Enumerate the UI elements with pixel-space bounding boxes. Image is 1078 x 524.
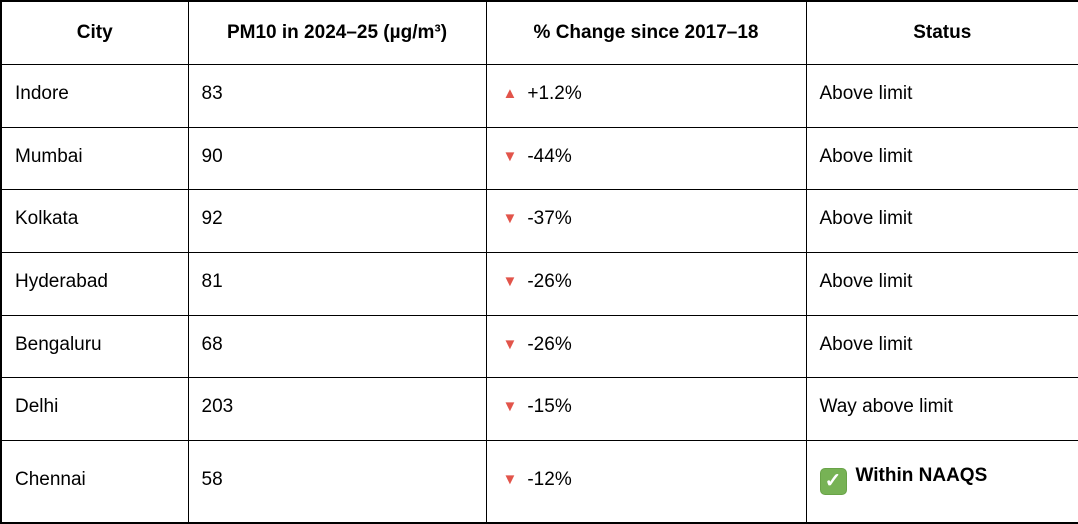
pm10-cell: 81 bbox=[187, 252, 487, 316]
change-cell: ▲ +1.2% bbox=[485, 64, 807, 128]
check-icon: ✓ bbox=[819, 467, 847, 495]
change-value: +1.2% bbox=[527, 82, 582, 104]
pm10-cell: 92 bbox=[187, 189, 487, 254]
change-cell: ▼ -26% bbox=[485, 314, 807, 379]
status-label: Within NAAQS bbox=[855, 464, 988, 486]
pm10-cell: 90 bbox=[187, 126, 487, 191]
table-row: Bengaluru 68 ▼ -26% Above limit bbox=[0, 314, 1078, 379]
header-change: % Change since 2017–18 bbox=[485, 0, 807, 65]
change-value: -26% bbox=[527, 333, 572, 355]
table-row: Chennai 58 ▼ -12% ✓ Within NAAQS bbox=[0, 440, 1078, 524]
change-value: -12% bbox=[527, 468, 572, 490]
city-cell: Kolkata bbox=[0, 189, 189, 254]
change-value: -44% bbox=[527, 145, 572, 167]
status-cell: Above limit bbox=[805, 64, 1078, 128]
down-triangle-icon: ▼ bbox=[502, 398, 518, 416]
down-triangle-icon: ▼ bbox=[502, 147, 518, 165]
down-triangle-icon: ▼ bbox=[502, 210, 518, 228]
city-cell: Indore bbox=[0, 64, 189, 128]
city-cell: Bengaluru bbox=[0, 314, 189, 379]
status-cell: Above limit bbox=[805, 314, 1078, 379]
table-row: Kolkata 92 ▼ -37% Above limit bbox=[0, 189, 1078, 254]
status-cell: Above limit bbox=[805, 126, 1078, 191]
city-cell: Hyderabad bbox=[0, 252, 189, 316]
pm10-cell: 68 bbox=[187, 314, 487, 379]
up-triangle-icon: ▲ bbox=[502, 84, 518, 102]
table-row: Mumbai 90 ▼ -44% Above limit bbox=[0, 126, 1078, 191]
down-triangle-icon: ▼ bbox=[502, 335, 518, 353]
change-cell: ▼ -37% bbox=[485, 189, 807, 254]
city-cell: Delhi bbox=[0, 377, 189, 442]
change-value: -15% bbox=[527, 396, 572, 418]
status-cell: Way above limit bbox=[805, 377, 1078, 442]
change-cell: ▼ -44% bbox=[485, 126, 807, 191]
change-cell: ▼ -15% bbox=[485, 377, 807, 442]
status-cell: Above limit bbox=[805, 189, 1078, 254]
pm10-cell: 58 bbox=[187, 440, 487, 524]
header-row: City PM10 in 2024–25 (µg/m³) % Change si… bbox=[0, 0, 1078, 65]
change-value: -37% bbox=[527, 208, 572, 230]
change-value: -26% bbox=[527, 270, 572, 292]
header-status: Status bbox=[805, 0, 1078, 65]
down-triangle-icon: ▼ bbox=[502, 470, 518, 488]
header-city: City bbox=[0, 0, 189, 65]
table-row: Hyderabad 81 ▼ -26% Above limit bbox=[0, 252, 1078, 316]
status-cell: ✓ Within NAAQS bbox=[805, 440, 1078, 524]
header-pm10: PM10 in 2024–25 (µg/m³) bbox=[187, 0, 487, 65]
city-cell: Chennai bbox=[0, 440, 189, 524]
change-cell: ▼ -12% bbox=[485, 440, 807, 524]
table-row: Indore 83 ▲ +1.2% Above limit bbox=[0, 64, 1078, 128]
pm10-cell: 83 bbox=[187, 64, 487, 128]
city-cell: Mumbai bbox=[0, 126, 189, 191]
status-cell: Above limit bbox=[805, 252, 1078, 316]
down-triangle-icon: ▼ bbox=[502, 272, 518, 290]
pm10-cell: 203 bbox=[187, 377, 487, 442]
change-cell: ▼ -26% bbox=[485, 252, 807, 316]
table-row: Delhi 203 ▼ -15% Way above limit bbox=[0, 377, 1078, 442]
